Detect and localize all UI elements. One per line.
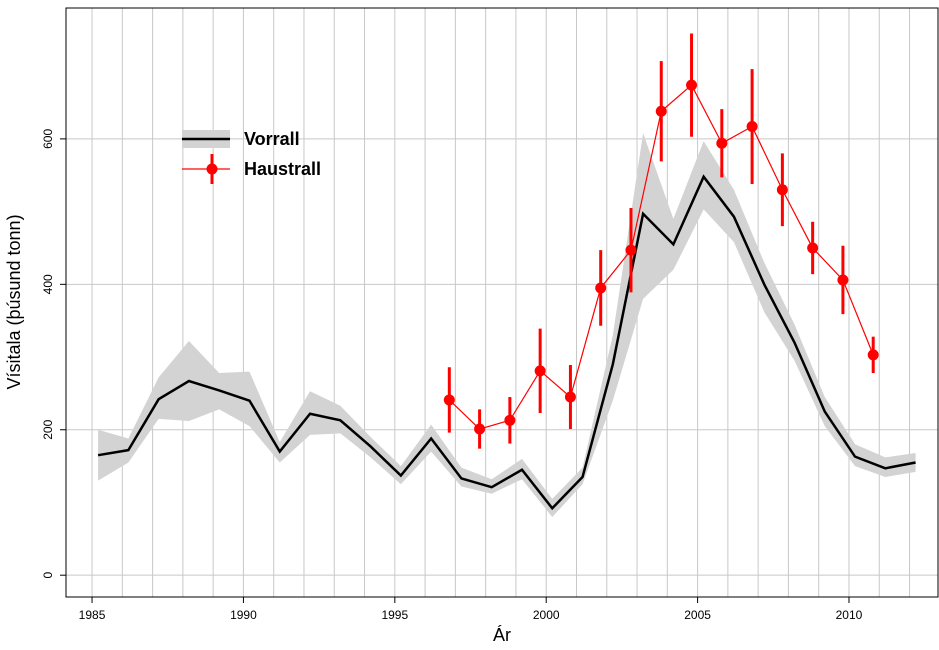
data-point	[625, 244, 637, 256]
x-tick-label: 1995	[381, 608, 408, 622]
legend-label: Haustrall	[244, 159, 321, 179]
y-axis-label: Vísitala (þúsund tonn)	[4, 214, 24, 389]
data-point	[837, 274, 849, 286]
legend-label: Vorrall	[244, 129, 300, 149]
data-point	[655, 105, 667, 117]
x-axis-label: Ár	[493, 625, 511, 645]
y-tick-label: 600	[41, 129, 55, 149]
y-tick-label: 200	[41, 419, 55, 439]
data-point	[564, 391, 576, 403]
plot-frame	[65, 7, 939, 598]
legend-point	[206, 163, 218, 175]
confidence-band	[98, 133, 916, 518]
x-tick-label: 2010	[836, 608, 863, 622]
data-point	[504, 414, 516, 426]
data-point	[716, 137, 728, 149]
data-point	[776, 184, 788, 196]
series-line	[97, 174, 916, 511]
data-point	[443, 394, 455, 406]
data-point	[534, 365, 546, 377]
x-tick-label: 1985	[79, 608, 106, 622]
data-point	[867, 349, 879, 361]
x-tick-label: 1990	[230, 608, 257, 622]
data-point	[595, 282, 607, 294]
y-tick-label: 400	[41, 274, 55, 294]
x-tick-label: 2005	[684, 608, 711, 622]
data-point	[746, 121, 758, 133]
data-point	[474, 423, 486, 435]
data-point	[686, 79, 698, 91]
x-tick-label: 2000	[533, 608, 560, 622]
data-point	[807, 242, 819, 254]
y-tick-label: 0	[41, 572, 55, 579]
